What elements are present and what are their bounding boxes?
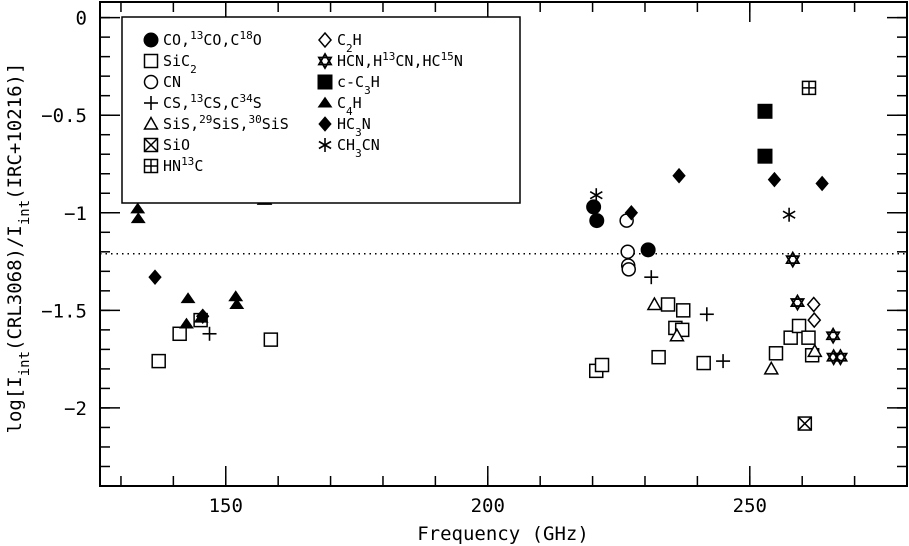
x-tick-label: 250 (733, 495, 767, 517)
legend-marker-plus (144, 96, 158, 110)
legend-marker-open-square (143, 53, 159, 69)
data-point-open-square (768, 346, 784, 361)
data-point-plus (202, 326, 217, 341)
x-tick-label: 150 (209, 495, 243, 517)
data-point-open-triangle (763, 360, 780, 375)
legend-marker-filled-square (317, 74, 333, 90)
data-point-filled-diamond (196, 308, 210, 324)
data-point-open-diamond (807, 311, 822, 329)
data-point-open-square (783, 330, 798, 345)
legend-marker-filled-triangle (317, 96, 333, 108)
legend-label: HN13C (163, 155, 203, 176)
legend-label: CS,13CS,C34S (163, 92, 262, 113)
legend-marker-crossed-square (143, 137, 159, 153)
legend-marker-asterisk (318, 138, 332, 152)
data-point-open-square (151, 353, 166, 369)
data-point-open-square (801, 330, 816, 345)
y-tick-label: −1 (64, 203, 87, 225)
data-point-filled-square (757, 103, 773, 119)
legend-marker-plussed-square (143, 158, 159, 174)
y-tick-label: 0 (76, 8, 87, 30)
data-point-filled-diamond (672, 167, 686, 184)
legend-label: CH3CN (337, 136, 380, 160)
legend-marker-filled-circle (143, 32, 159, 48)
data-point-filled-circle (640, 242, 656, 258)
legend-marker-open-diamond (318, 31, 332, 49)
data-point-filled-diamond (767, 171, 782, 188)
data-point-filled-square (757, 148, 773, 164)
data-point-filled-circle (586, 199, 602, 215)
data-point-open-circle (620, 244, 635, 260)
data-point-open-square (660, 297, 676, 312)
data-point-open-triangle (806, 343, 823, 358)
data-point-open-square (594, 357, 610, 373)
data-point-open-diamond (806, 296, 821, 313)
data-point-filled-circle (589, 213, 605, 229)
legend-label: SiO (163, 136, 190, 154)
data-point-asterisk (782, 207, 796, 222)
data-point-plus (716, 354, 731, 369)
data-point-star-of-david (785, 250, 801, 269)
legend-marker-open-triangle (143, 115, 159, 130)
legend-marker-open-circle (143, 74, 159, 90)
y-tick-label: −0.5 (41, 105, 87, 127)
data-point-filled-triangle (180, 292, 196, 304)
legend-marker-filled-diamond (318, 116, 332, 132)
data-point-filled-diamond (148, 269, 162, 285)
data-point-star-of-david (832, 348, 849, 366)
data-point-asterisk (589, 188, 603, 203)
data-point-open-square (791, 318, 807, 334)
data-point-filled-diamond (624, 205, 639, 221)
legend-label: CN (163, 73, 181, 91)
y-tick-label: −2 (64, 398, 87, 420)
data-point-star-of-david (826, 348, 842, 366)
legend-label: C2H (337, 31, 362, 55)
legend: CO,13CO,C18OSiC2CNCS,13CS,C34SSiS,29SiS,… (121, 16, 521, 204)
y-tick-label: −1.5 (41, 300, 87, 322)
legend-label: C4H (337, 94, 362, 118)
data-point-open-triangle (646, 296, 663, 311)
legend-label: c-C3H (337, 73, 380, 97)
x-axis-title: Frequency (GHz) (417, 523, 589, 545)
data-point-open-triangle (669, 327, 685, 342)
y-axis-title: log[Iint(CRL3068)/Iint(IRC+10216)] (4, 63, 33, 434)
legend-label: SiC2 (163, 52, 197, 76)
data-point-plussed-square (801, 80, 817, 96)
data-point-open-square (696, 355, 711, 371)
data-point-filled-triangle (130, 212, 146, 224)
legend-label: SiS,29SiS,30SiS (163, 113, 289, 134)
data-point-plus (644, 270, 659, 285)
data-point-filled-triangle (228, 290, 244, 302)
data-point-filled-diamond (815, 175, 829, 192)
data-point-filled-triangle (229, 298, 245, 309)
data-point-open-circle (621, 262, 636, 277)
legend-label: CO,13CO,C18O (163, 29, 262, 50)
plot-frame (99, 1, 908, 487)
data-point-crossed-square (797, 416, 813, 431)
data-point-plus (699, 307, 714, 322)
x-tick-label: 200 (471, 495, 505, 517)
legend-marker-star-of-david (317, 52, 333, 70)
data-point-star-of-david (825, 326, 841, 345)
data-points (130, 80, 849, 431)
data-point-filled-triangle (179, 317, 194, 329)
legend-label: HCN,H13CN,HC15N (337, 50, 463, 71)
data-point-star-of-david (789, 293, 806, 312)
data-point-open-square (651, 349, 666, 365)
axis-ticks: 150 200 250 0 −0.5 −1 −1.5 −2 (41, 2, 908, 517)
data-point-open-square (675, 303, 691, 318)
data-point-open-square (172, 326, 187, 342)
legend-label: HC3N (337, 115, 371, 139)
data-point-open-square (263, 332, 279, 347)
data-point-filled-triangle (130, 202, 146, 214)
legend-box (121, 16, 521, 204)
